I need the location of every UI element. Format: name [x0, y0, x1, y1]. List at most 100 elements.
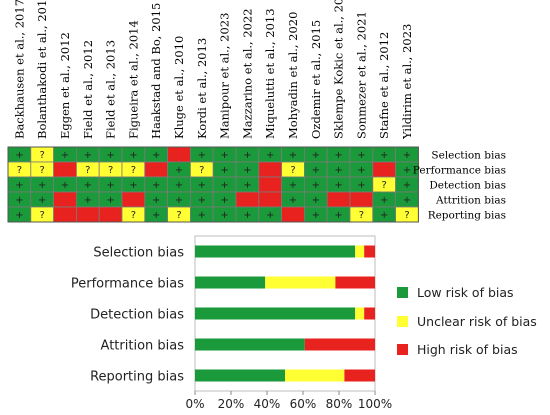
cell-symbol: + [152, 150, 160, 161]
cell-symbol: + [312, 165, 320, 176]
cell-symbol: + [129, 150, 137, 161]
cell-symbol: + [312, 150, 320, 161]
cell-symbol: ? [404, 210, 409, 221]
x-tick-label: 20% [218, 397, 245, 411]
cell-symbol: + [220, 165, 228, 176]
cell-symbol: + [312, 195, 320, 206]
cell-symbol: + [334, 150, 342, 161]
column-label: Manipour et al., 2023 [218, 13, 232, 139]
cell-symbol: ? [40, 210, 45, 221]
bar-segment [364, 245, 375, 258]
column-label: Eggen et al., 2012 [58, 32, 72, 139]
legend-swatch [397, 287, 408, 298]
column-label: Yildirim et al., 2023 [400, 24, 414, 140]
bar-segment [304, 338, 375, 351]
bar-segment [265, 276, 336, 289]
legend-label: Unclear risk of bias [417, 314, 537, 329]
cell-symbol: ? [199, 165, 204, 176]
cell-symbol: + [357, 180, 365, 191]
cell-symbol: ? [290, 165, 295, 176]
bar-segment [195, 369, 285, 382]
cell-symbol: + [243, 180, 251, 191]
bar-segment [364, 307, 375, 320]
cell-symbol: ? [382, 180, 387, 191]
bar-segment [195, 245, 356, 258]
cell-symbol: + [289, 195, 297, 206]
cell-symbol: + [84, 195, 92, 206]
cell-symbol: ? [131, 165, 136, 176]
cell-symbol: + [243, 210, 251, 221]
bar-segment [195, 338, 305, 351]
cell-symbol: + [175, 165, 183, 176]
legend-swatch [397, 344, 408, 355]
row-label: Attrition bias [435, 195, 506, 207]
cell-symbol: ? [108, 165, 113, 176]
cell-symbol: + [220, 150, 228, 161]
cell-symbol: + [152, 195, 160, 206]
bar-segment [344, 369, 375, 382]
bar-segment [285, 369, 345, 382]
cell-symbol: + [106, 195, 114, 206]
row-label: Selection bias [431, 150, 506, 162]
column-label: Haakstad and Bo, 2015 [149, 3, 163, 139]
cell-symbol: + [220, 210, 228, 221]
risk-of-bias-summary-grid: Backhausen et al., 2017 Bolanthakodi et a… [7, 0, 506, 223]
cell-symbol: ? [131, 210, 136, 221]
cell-symbol: + [289, 180, 297, 191]
category-label: Reporting bias [90, 370, 184, 385]
cell-symbol: + [334, 165, 342, 176]
cell-symbol: + [38, 180, 46, 191]
cell-symbol: + [403, 180, 411, 191]
category-label: Attrition bias [101, 339, 185, 354]
cell-symbol: + [403, 165, 411, 176]
cell-symbol: + [84, 150, 92, 161]
cell-symbol: + [380, 195, 388, 206]
cell-symbol: + [289, 150, 297, 161]
cell-symbol: ? [40, 165, 45, 176]
x-tick-label: 60% [290, 397, 317, 411]
cell-symbol: + [198, 195, 206, 206]
column-label: Bolanthakodi et al., 2018 [35, 0, 49, 139]
column-label: Stafne et al., 2012 [377, 32, 391, 139]
category-label: Detection bias [90, 308, 184, 323]
cell-symbol: ? [40, 150, 45, 161]
cell-symbol: + [38, 195, 46, 206]
cell-symbol: + [152, 210, 160, 221]
legend-swatch [397, 316, 408, 327]
cell-symbol: + [15, 180, 23, 191]
cell-symbol: ? [17, 165, 22, 176]
cell-symbol: + [84, 180, 92, 191]
column-label: Kluge et al., 2010 [172, 36, 186, 139]
cell-symbol: + [403, 150, 411, 161]
x-tick-label: 100% [358, 397, 392, 411]
cell-symbol: + [243, 165, 251, 176]
bar-segment [195, 307, 356, 320]
cell-symbol: + [198, 210, 206, 221]
cell-symbol: + [312, 210, 320, 221]
column-label: Mohyadin et al., 2020 [286, 12, 300, 139]
cell-symbol: + [403, 195, 411, 206]
cell-symbol: ? [359, 210, 364, 221]
column-label: Miquelutti et al., 2013 [263, 8, 277, 139]
cell-symbol: + [357, 150, 365, 161]
cell-symbol: + [175, 180, 183, 191]
cell-symbol: ? [85, 165, 90, 176]
cell-symbol: + [129, 180, 137, 191]
cell-symbol: + [61, 150, 69, 161]
cell-symbol: + [334, 210, 342, 221]
cell-symbol: + [357, 165, 365, 176]
cell-symbol: + [220, 180, 228, 191]
column-label: Backhausen et al., 2017 [12, 0, 26, 139]
cell-symbol: + [312, 180, 320, 191]
cell-symbol: + [380, 210, 388, 221]
bar-segment [195, 276, 266, 289]
cell-symbol: + [15, 210, 23, 221]
cell-symbol: + [266, 150, 274, 161]
cell-symbol: + [106, 150, 114, 161]
cell-symbol: + [106, 180, 114, 191]
column-label: Sonmezer et al., 2021 [354, 11, 368, 139]
column-label: Mazzarino et al., 2022 [240, 8, 254, 139]
cell-symbol: + [243, 150, 251, 161]
row-label: Reporting bias [428, 210, 506, 222]
